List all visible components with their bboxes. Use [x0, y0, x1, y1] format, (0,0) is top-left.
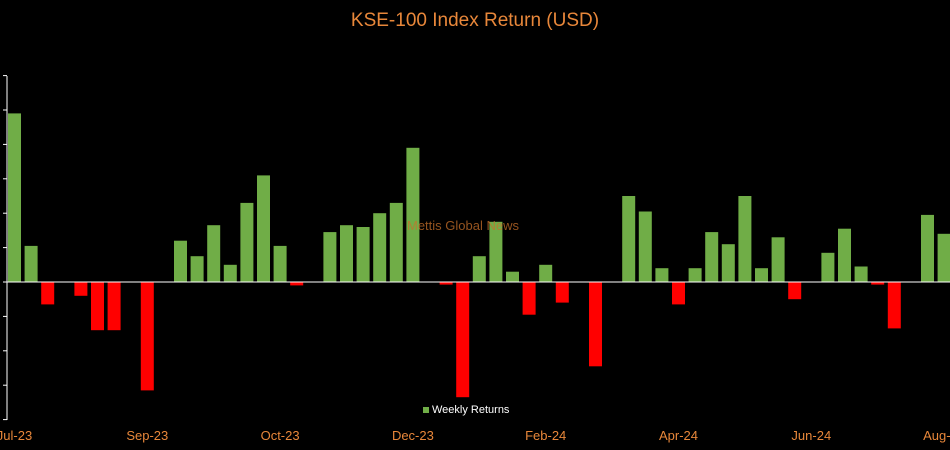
bar [340, 225, 353, 282]
bar [638, 211, 652, 282]
bar [174, 240, 187, 282]
bar [456, 282, 470, 398]
bar [655, 268, 669, 282]
bar [539, 264, 553, 282]
bar [257, 175, 270, 282]
x-tick-label: Dec-23 [392, 428, 434, 443]
bar [74, 282, 88, 296]
bar [871, 282, 885, 285]
bar [788, 282, 802, 300]
chart-title: KSE-100 Index Return (USD) [350, 10, 600, 31]
x-tick-label: Feb-24 [525, 428, 566, 443]
bar [937, 233, 950, 282]
bar [24, 245, 38, 282]
bar [489, 221, 503, 282]
bar [821, 252, 835, 282]
bar [91, 282, 104, 331]
x-tick-label: Oct-23 [261, 428, 300, 443]
bar [472, 256, 486, 282]
bar [589, 282, 602, 367]
x-tick-label: Jun-24 [791, 428, 831, 443]
bar [140, 282, 154, 391]
x-tick-label: Sep-23 [126, 428, 168, 443]
watermark: Mettis Global News [407, 218, 519, 233]
bar [555, 282, 569, 303]
bar [439, 282, 453, 285]
bar [887, 282, 901, 329]
bar [921, 214, 934, 282]
bar [688, 268, 702, 282]
bar [406, 147, 420, 282]
bar [771, 237, 785, 282]
bar [373, 213, 387, 282]
x-tick-label: Aug-24 [923, 428, 950, 443]
bar [738, 196, 752, 282]
bar [190, 256, 204, 282]
bar [506, 271, 519, 282]
bar [223, 264, 237, 282]
bar [107, 282, 121, 331]
bar [8, 113, 21, 283]
bar [323, 232, 337, 282]
bar [522, 282, 536, 315]
bar [240, 202, 254, 282]
bar [41, 282, 55, 305]
bar [672, 282, 685, 305]
bar [622, 196, 636, 282]
x-tick-label: Jul-23 [0, 428, 32, 443]
bar [207, 225, 221, 282]
bar [755, 268, 768, 282]
legend-swatch [423, 407, 429, 413]
bar [854, 266, 868, 282]
x-tick-label: Apr-24 [659, 428, 698, 443]
bar [721, 244, 735, 282]
bar [273, 245, 287, 282]
bar [389, 202, 403, 282]
bar [705, 232, 719, 282]
legend-label: Weekly Returns [432, 404, 510, 416]
bar [290, 282, 304, 286]
bar [838, 228, 851, 282]
legend: Weekly Returns [423, 404, 509, 416]
bar [356, 227, 370, 282]
